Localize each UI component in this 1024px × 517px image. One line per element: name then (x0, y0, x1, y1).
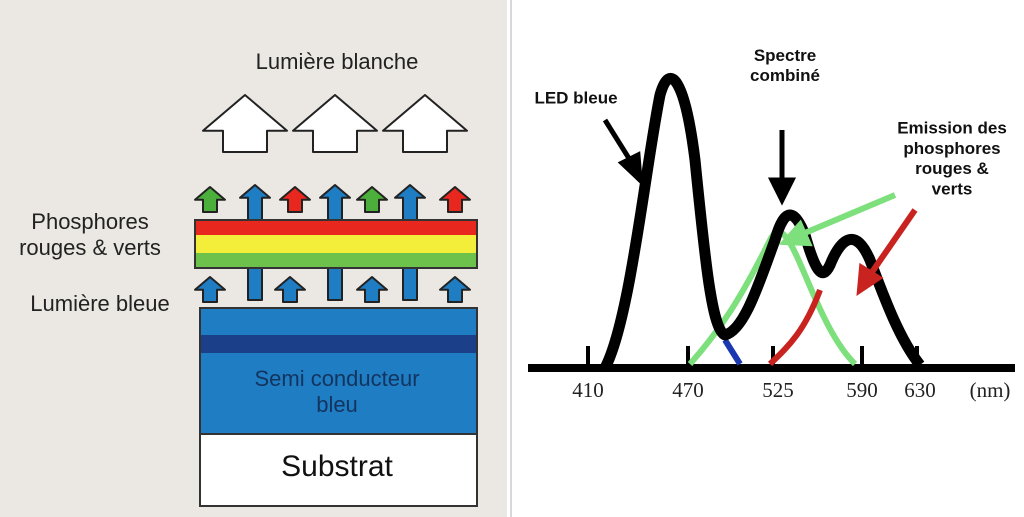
substrate-label: Substrat (281, 450, 393, 483)
phosphor-layer-part (196, 221, 476, 235)
semiconductor-layer-part (201, 335, 476, 353)
x-tick-label: 525 (762, 378, 794, 402)
x-tick-label: 470 (672, 378, 704, 402)
text-line: combiné (750, 67, 820, 86)
x-tick-label: 410 (572, 378, 604, 402)
led-annotation: LED bleue (534, 88, 617, 107)
text-line: Phosphores (31, 209, 148, 234)
page: Lumière blanche Phosphoresrouges & verts… (0, 0, 1024, 517)
phosphor-layer (195, 220, 477, 268)
title: Lumière blanche (256, 49, 419, 74)
phosphor-layer-part (196, 235, 476, 253)
text-line: rouges & (915, 160, 989, 179)
blue-light-label: Lumière bleue (30, 291, 169, 316)
text-line: Spectre (754, 46, 816, 65)
x-tick-label: 590 (846, 378, 878, 402)
text-line: phosphores (903, 139, 1000, 158)
text-line: bleu (316, 392, 358, 417)
text-line: Emission des (897, 119, 1007, 138)
x-unit: (nm) (970, 378, 1011, 402)
combined-annotation: Spectre combiné (750, 46, 820, 85)
text-line: Semi conducteur (254, 366, 419, 391)
text-line: rouges & verts (19, 235, 161, 260)
text-line: verts (932, 180, 973, 199)
x-tick-label: 630 (904, 378, 936, 402)
